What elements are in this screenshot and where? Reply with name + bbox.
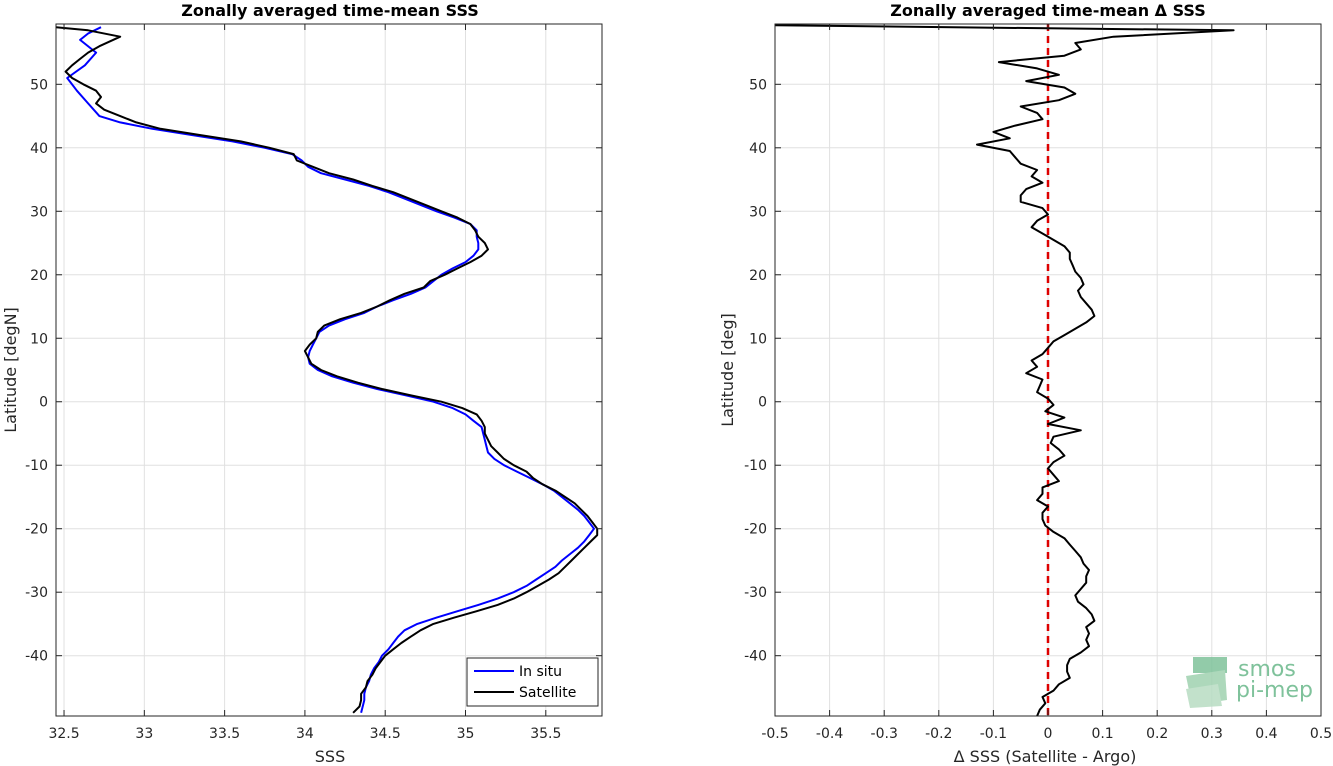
left-series-line-satellite <box>55 26 599 714</box>
smos-pi-mep-logo: smos pi-mep <box>1186 657 1313 708</box>
left-y-tick-label: -20 <box>25 522 48 538</box>
left-y-axis-label: Latitude [degN] <box>1 307 20 433</box>
right-y-tick-label: 50 <box>749 77 767 93</box>
left-y-tick-label: 20 <box>30 268 48 284</box>
left-axes-box <box>55 23 603 717</box>
logo-graphic <box>1186 657 1227 708</box>
legend: In situ Satellite <box>466 657 599 707</box>
right-ticks: -0.5 -0.4 -0.3 -0.2 -0.1 0 0.1 0.2 0.3 0.4 0.5 -40 -… <box>744 24 1332 742</box>
left-y-tick-label: 40 <box>30 141 48 157</box>
logo-text-pi-mep: pi-mep <box>1236 678 1313 703</box>
right-x-tick-label: 0.2 <box>1146 726 1168 742</box>
right-y-tick-label: -40 <box>744 649 767 665</box>
left-x-tick-label: 33.5 <box>209 726 240 742</box>
left-x-tick-label: 32.5 <box>48 726 79 742</box>
right-x-tick-label: 0 <box>1044 726 1053 742</box>
right-panel: Zonally averaged time-mean Δ SSS smos pi… <box>718 1 1332 766</box>
right-x-tick-label: -0.5 <box>761 726 788 742</box>
left-y-tick-label: 50 <box>30 77 48 93</box>
left-chart-title: Zonally averaged time-mean SSS <box>181 1 479 20</box>
left-x-tick-label: 35 <box>457 726 475 742</box>
left-ticks: 32.5 33 33.5 34 34.5 35 35.5 -40 -30 -20 -10 0 10 20 3… <box>25 24 602 742</box>
logo-text-smos: smos <box>1238 657 1296 682</box>
right-y-tick-label: -20 <box>744 522 767 538</box>
right-x-tick-label: 0.3 <box>1201 726 1223 742</box>
right-x-tick-label: 0.5 <box>1310 726 1332 742</box>
right-y-tick-label: 10 <box>749 331 767 347</box>
left-series-lines <box>55 26 599 714</box>
right-chart-title: Zonally averaged time-mean Δ SSS <box>890 1 1206 20</box>
left-y-tick-label: 10 <box>30 331 48 347</box>
left-x-tick-label: 34 <box>296 726 314 742</box>
left-y-tick-label: 30 <box>30 204 48 220</box>
right-y-tick-label: -30 <box>744 585 767 601</box>
right-series-lines <box>774 24 1235 717</box>
left-series-line-in-situ <box>66 26 595 714</box>
right-y-axis-label: Latitude [deg] <box>718 313 737 427</box>
right-x-tick-label: 0.4 <box>1255 726 1277 742</box>
legend-label-in-situ: In situ <box>519 664 562 680</box>
left-x-tick-label: 34.5 <box>370 726 401 742</box>
left-x-tick-label: 33 <box>135 726 153 742</box>
left-y-tick-label: -30 <box>25 585 48 601</box>
right-y-tick-label: -10 <box>744 458 767 474</box>
right-series-line-delta-sss <box>774 24 1235 717</box>
left-x-axis-label: SSS <box>315 747 345 766</box>
left-grid <box>56 24 602 716</box>
right-x-tick-label: -0.4 <box>816 726 843 742</box>
right-y-tick-label: 0 <box>758 395 767 411</box>
right-x-tick-label: -0.2 <box>925 726 952 742</box>
left-y-tick-label: 0 <box>39 395 48 411</box>
right-x-tick-label: -0.1 <box>980 726 1007 742</box>
left-y-tick-label: -40 <box>25 649 48 665</box>
right-y-tick-label: 40 <box>749 141 767 157</box>
right-x-tick-label: 0.1 <box>1091 726 1113 742</box>
right-x-tick-label: -0.3 <box>871 726 898 742</box>
right-y-tick-label: 20 <box>749 268 767 284</box>
legend-box <box>466 657 599 707</box>
left-x-tick-label: 35.5 <box>530 726 561 742</box>
legend-label-satellite: Satellite <box>519 685 576 701</box>
left-y-tick-label: -10 <box>25 458 48 474</box>
left-panel: Zonally averaged time-mean SSS 32.5 33 33.… <box>1 1 603 766</box>
right-x-axis-label: Δ SSS (Satellite - Argo) <box>954 747 1137 766</box>
right-y-tick-label: 30 <box>749 204 767 220</box>
